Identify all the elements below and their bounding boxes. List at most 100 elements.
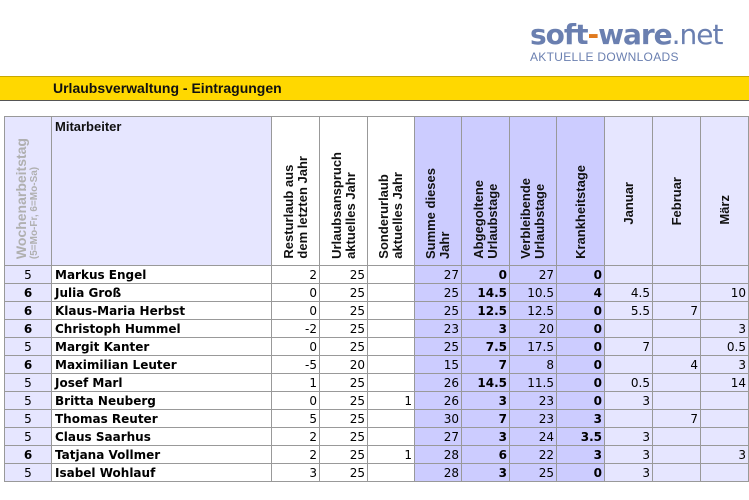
cell-abg[interactable]: 14.5 — [461, 283, 510, 302]
cell-rest[interactable]: 1 — [271, 373, 320, 392]
cell-abg[interactable]: 7 — [461, 355, 510, 374]
col-header-verbleibend[interactable]: Verbleibende Urlaubstage — [509, 116, 557, 266]
cell-wt[interactable]: 6 — [4, 445, 52, 464]
col-header-resturlaub[interactable]: Resturlaub aus dem letzten Jahr — [271, 116, 320, 266]
cell-abg[interactable]: 3 — [461, 427, 510, 446]
cell-abg[interactable]: 3 — [461, 319, 510, 338]
cell-jan[interactable]: 3 — [604, 463, 653, 482]
col-header-abgegolten[interactable]: Abgegoltene Urlaubstage — [461, 116, 510, 266]
cell-rest[interactable]: 2 — [271, 445, 320, 464]
cell-krank[interactable]: 3 — [556, 445, 605, 464]
cell-name[interactable]: Markus Engel — [51, 265, 272, 284]
cell-krank[interactable]: 0 — [556, 463, 605, 482]
cell-name[interactable]: Julia Groß — [51, 283, 272, 302]
cell-krank[interactable]: 0 — [556, 301, 605, 320]
cell-summe[interactable]: 26 — [414, 373, 462, 392]
cell-sonder[interactable] — [367, 265, 415, 284]
cell-mar[interactable]: 10 — [700, 283, 749, 302]
col-header-wochenarbeitstag[interactable]: Wochenarbeitstag (5=Mo-Fr, 6=Mo-Sa) — [4, 116, 52, 266]
cell-name[interactable]: Britta Neuberg — [51, 391, 272, 410]
cell-summe[interactable]: 23 — [414, 319, 462, 338]
cell-verbl[interactable]: 24 — [509, 427, 557, 446]
cell-name[interactable]: Thomas Reuter — [51, 409, 272, 428]
cell-mar[interactable] — [700, 427, 749, 446]
cell-summe[interactable]: 30 — [414, 409, 462, 428]
cell-rest[interactable]: 2 — [271, 427, 320, 446]
cell-anspruch[interactable]: 25 — [319, 373, 368, 392]
cell-name[interactable]: Claus Saarhus — [51, 427, 272, 446]
col-header-urlaubsanspruch[interactable]: Urlaubsanspruch aktuelles Jahr — [319, 116, 368, 266]
cell-krank[interactable]: 0 — [556, 265, 605, 284]
cell-rest[interactable]: 0 — [271, 337, 320, 356]
cell-sonder[interactable] — [367, 319, 415, 338]
cell-abg[interactable]: 3 — [461, 463, 510, 482]
cell-summe[interactable]: 28 — [414, 445, 462, 464]
cell-krank[interactable]: 0 — [556, 391, 605, 410]
cell-mar[interactable]: 14 — [700, 373, 749, 392]
cell-rest[interactable]: -5 — [271, 355, 320, 374]
cell-verbl[interactable]: 20 — [509, 319, 557, 338]
cell-feb[interactable]: 7 — [652, 409, 701, 428]
col-header-mitarbeiter[interactable]: Mitarbeiter — [51, 116, 272, 266]
cell-jan[interactable]: 4.5 — [604, 283, 653, 302]
cell-jan[interactable] — [604, 409, 653, 428]
cell-summe[interactable]: 25 — [414, 301, 462, 320]
cell-abg[interactable]: 12.5 — [461, 301, 510, 320]
cell-rest[interactable]: 5 — [271, 409, 320, 428]
cell-verbl[interactable]: 25 — [509, 463, 557, 482]
cell-abg[interactable]: 3 — [461, 391, 510, 410]
cell-anspruch[interactable]: 20 — [319, 355, 368, 374]
cell-summe[interactable]: 25 — [414, 283, 462, 302]
cell-anspruch[interactable]: 25 — [319, 409, 368, 428]
cell-rest[interactable]: 0 — [271, 391, 320, 410]
cell-verbl[interactable]: 17.5 — [509, 337, 557, 356]
cell-feb[interactable] — [652, 319, 701, 338]
cell-rest[interactable]: 2 — [271, 265, 320, 284]
cell-name[interactable]: Isabel Wohlauf — [51, 463, 272, 482]
cell-krank[interactable]: 0 — [556, 355, 605, 374]
cell-rest[interactable]: -2 — [271, 319, 320, 338]
cell-jan[interactable]: 3 — [604, 391, 653, 410]
cell-feb[interactable]: 7 — [652, 301, 701, 320]
cell-name[interactable]: Josef Marl — [51, 373, 272, 392]
cell-jan[interactable]: 5.5 — [604, 301, 653, 320]
col-header-maerz[interactable]: März — [700, 116, 749, 266]
cell-rest[interactable]: 3 — [271, 463, 320, 482]
col-header-krankheitstage[interactable]: Krankheitstage — [556, 116, 605, 266]
cell-abg[interactable]: 6 — [461, 445, 510, 464]
cell-abg[interactable]: 7.5 — [461, 337, 510, 356]
cell-jan[interactable]: 3 — [604, 427, 653, 446]
cell-verbl[interactable]: 11.5 — [509, 373, 557, 392]
cell-wt[interactable]: 5 — [4, 265, 52, 284]
cell-jan[interactable] — [604, 265, 653, 284]
cell-feb[interactable] — [652, 337, 701, 356]
cell-anspruch[interactable]: 25 — [319, 427, 368, 446]
cell-summe[interactable]: 28 — [414, 463, 462, 482]
cell-name[interactable]: Margit Kanter — [51, 337, 272, 356]
cell-summe[interactable]: 27 — [414, 427, 462, 446]
cell-feb[interactable] — [652, 445, 701, 464]
cell-mar[interactable]: 3 — [700, 355, 749, 374]
cell-mar[interactable]: 3 — [700, 319, 749, 338]
cell-feb[interactable]: 4 — [652, 355, 701, 374]
cell-abg[interactable]: 7 — [461, 409, 510, 428]
cell-krank[interactable]: 4 — [556, 283, 605, 302]
cell-name[interactable]: Tatjana Vollmer — [51, 445, 272, 464]
cell-verbl[interactable]: 12.5 — [509, 301, 557, 320]
cell-feb[interactable] — [652, 427, 701, 446]
cell-verbl[interactable]: 27 — [509, 265, 557, 284]
cell-name[interactable]: Klaus-Maria Herbst — [51, 301, 272, 320]
cell-sonder[interactable] — [367, 283, 415, 302]
cell-feb[interactable] — [652, 391, 701, 410]
cell-krank[interactable]: 3 — [556, 409, 605, 428]
cell-rest[interactable]: 0 — [271, 301, 320, 320]
cell-jan[interactable]: 7 — [604, 337, 653, 356]
cell-feb[interactable] — [652, 265, 701, 284]
cell-mar[interactable] — [700, 391, 749, 410]
cell-sonder[interactable] — [367, 355, 415, 374]
cell-feb[interactable] — [652, 283, 701, 302]
cell-jan[interactable] — [604, 355, 653, 374]
cell-wt[interactable]: 5 — [4, 463, 52, 482]
cell-feb[interactable] — [652, 373, 701, 392]
cell-wt[interactable]: 5 — [4, 427, 52, 446]
